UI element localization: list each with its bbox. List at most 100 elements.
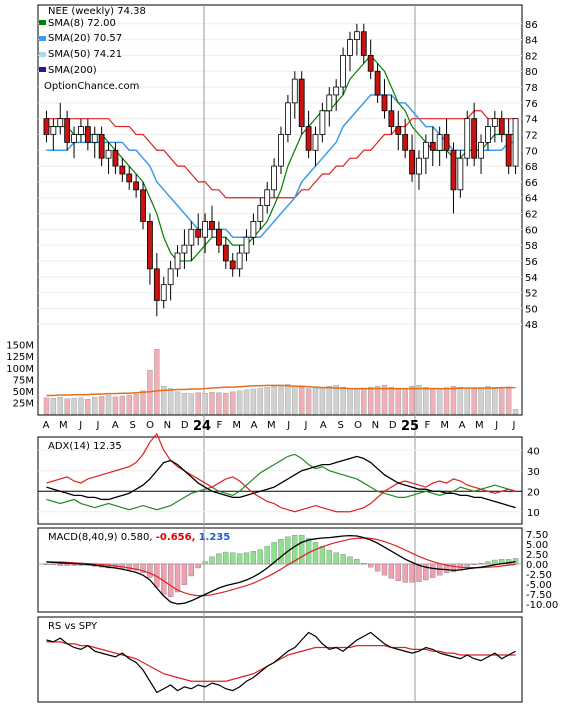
volume-bar [216,392,222,415]
volume-bar [140,390,146,415]
macd-histogram-bar [443,563,450,573]
candle-body [147,221,153,270]
volume-bar [57,397,63,415]
x-axis-label: M [440,420,449,431]
macd-histogram-bar [223,551,229,565]
candle-body [105,149,112,159]
price-tick-label: 56 [525,257,538,268]
candle-body [333,86,340,96]
volume-bar [264,386,270,415]
legend-swatch-sma50 [39,52,46,57]
watermark: OptionChance.com [44,81,139,92]
x-axis-label: N [164,420,171,431]
price-tick-label: 82 [525,51,538,62]
candle-body [436,134,443,151]
macd-histogram-bar [416,563,422,582]
price-tick-label: 64 [525,194,538,205]
x-axis-label: J [286,420,290,431]
x-axis-label: J [304,420,308,431]
candle-body [360,31,367,56]
price-tick-label: 78 [525,83,538,94]
price-tick-label: 86 [525,20,538,31]
volume-bar [381,385,388,415]
macd-histogram-bar [43,563,50,565]
rs-panel-frame [37,616,523,703]
volume-bar [478,387,484,415]
volume-bar [374,386,381,415]
candle-body [98,134,105,159]
macd-histogram-bar [292,535,298,565]
candle-body [112,149,119,167]
volume-bars [43,349,519,415]
candle-body [160,284,167,301]
indicator-lines [43,432,519,694]
candle-body [353,31,360,41]
macd-histogram-bar [381,563,388,576]
macd-histogram-bar [126,563,132,570]
macd-histogram-bar [347,556,353,565]
candle-body [271,165,278,191]
sma-50-line [46,110,516,199]
x-axis-label: J [494,420,498,431]
macd-histogram-bar [395,563,401,581]
candle-body [84,126,91,143]
candle-body [409,149,415,175]
volume-bar [499,387,505,415]
x-axis-label: S [129,420,135,431]
candle-body [119,165,126,175]
candle-body [464,118,471,159]
legend-sma200: SMA(200) [48,65,97,76]
macd-histogram-bar [230,552,236,565]
volume-bar [305,388,312,415]
price-candles [43,23,519,317]
minus-di-line [46,432,516,513]
candle-body [291,78,298,104]
legend-swatch-sma200 [39,67,46,72]
macd-histogram-bar [506,559,512,565]
candle-body [367,55,374,72]
volume-bar [161,386,167,415]
price-tick-label: 72 [525,130,538,141]
volume-bar [340,386,346,415]
volume-bar [450,386,457,415]
macd-histogram-bar [430,563,436,578]
candle-body [416,157,422,175]
macd-histogram-bar [140,563,146,573]
price-tick-label: 62 [525,210,538,221]
candle-body [174,252,181,270]
volume-bar [292,386,298,415]
volume-tick-label: 75M [13,375,34,386]
volume-bar [85,399,91,415]
candle-body [485,126,491,143]
candle-body [264,189,271,207]
macd-histogram-bar [409,563,415,583]
candle-body [478,141,484,159]
volume-bar [430,387,436,415]
candle-body [140,189,146,222]
x-axis-label: N [372,420,379,431]
volume-bar [367,386,374,415]
volume-bar [423,386,429,415]
x-axis-label: A [459,420,466,431]
x-axis-label: M [232,420,241,431]
macd-histogram-bar [174,563,181,593]
volume-bar [354,388,360,415]
price-panel-frame [37,4,523,416]
adx-tick-label: 20 [527,487,540,498]
macd-tick-label: 5.00 [526,540,548,551]
macd-histogram-bar [181,563,188,585]
candle-body [71,134,77,143]
volume-bar [64,398,70,415]
x-axis-label: A [320,420,327,431]
candle-body [57,118,64,127]
x-axis-label: A [112,420,119,431]
volume-bar [347,388,353,415]
macd-histogram-bar [195,563,201,569]
macd-histogram-bar [57,563,63,566]
volume-tick-label: 100M [6,364,34,375]
price-tick-label: 54 [525,273,538,284]
volume-bar [298,386,305,415]
candle-body [457,157,464,191]
volume-tick-label: 25M [13,398,34,409]
